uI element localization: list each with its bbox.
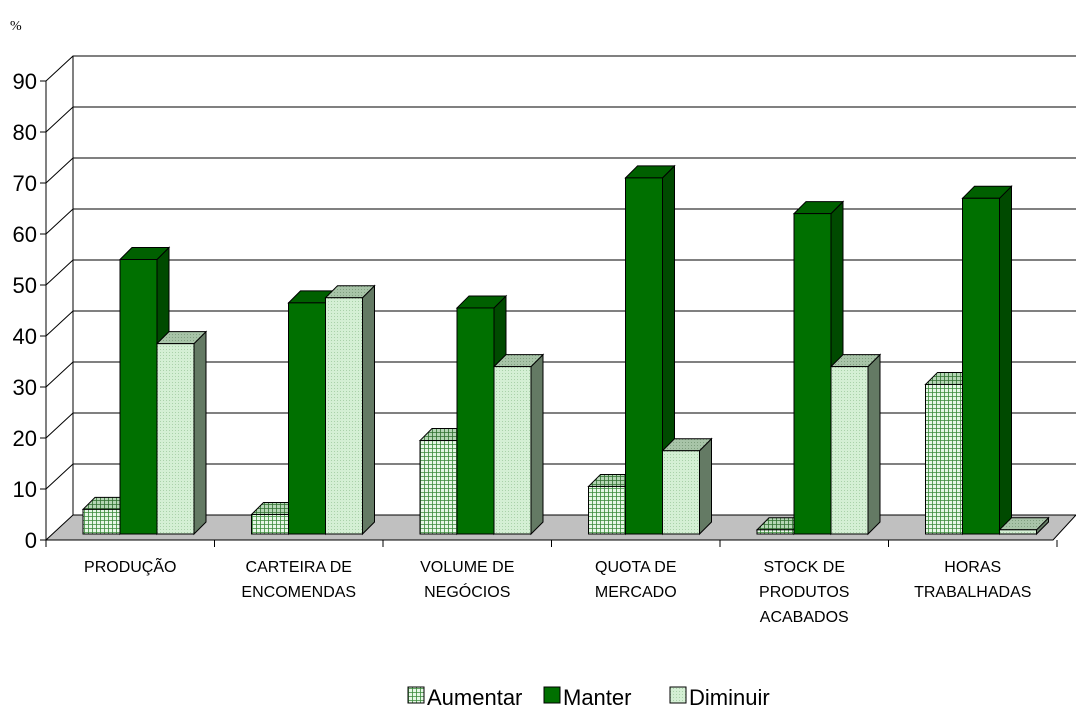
bar-front [494,367,531,534]
category-label: QUOTA DE [595,559,677,576]
category-label: TRABALHADAS [914,584,1031,601]
bar-front [326,298,363,534]
gridline [46,107,1076,132]
bar-side [868,355,880,534]
bar-front [1000,530,1037,534]
category-label: ENCOMENDAS [241,584,356,601]
bar [831,355,880,534]
bar-front [420,441,457,534]
category-label: PRODUÇÃO [84,556,176,576]
value-axis: 0 10 20 30 40 50 60 70 80 90 [13,69,46,553]
y-tick-label: 40 [13,324,37,349]
legend-swatch [670,687,686,703]
gridline [46,209,1076,234]
bar [663,439,712,534]
category-label: VOLUME DE [420,559,514,576]
category-axis: PRODUÇÃO CARTEIRA DE ENCOMENDAS VOLUME DE NE… [46,540,1057,626]
category-label: HORAS [944,559,1001,576]
bar [963,186,1012,534]
bar-front [794,214,831,534]
category-label: MERCADO [595,584,677,601]
legend: Aumentar Manter Diminuir [408,685,770,710]
bar-front [289,303,326,534]
bar-front [157,344,194,534]
y-tick-label: 20 [13,426,37,451]
gridline [46,158,1076,183]
bar-front [457,308,494,534]
bar-side [194,332,206,534]
legend-label: Diminuir [689,685,770,710]
bar-side [1000,186,1012,534]
bar-front [831,367,868,534]
category-label: CARTEIRA DE [246,559,352,576]
bar-side [700,439,712,534]
bar-front [589,486,626,534]
bar-front [757,530,794,534]
legend-label: Aumentar [427,685,522,710]
legend-swatch [544,687,560,703]
y-tick-label: 50 [13,273,37,298]
bar-front [120,260,157,535]
y-tick-label: 60 [13,222,37,247]
y-tick-label: 10 [13,477,37,502]
bars [83,166,1049,534]
bar [326,286,375,534]
category-label: STOCK DE [764,559,846,576]
bar-front [926,384,963,534]
bar-front [963,198,1000,534]
y-tick-label: 90 [13,69,37,94]
legend-item: Manter [544,685,631,710]
legend-swatch [408,687,424,703]
category-label: NEGÓCIOS [424,582,510,601]
bar [494,355,543,534]
legend-item: Aumentar [408,685,522,710]
category-label: ACABADOS [760,609,849,626]
y-tick-label: 70 [13,171,37,196]
bar-front [663,451,700,534]
y-tick-label: 80 [13,120,37,145]
bar-front [83,509,120,534]
category-label: PRODUTOS [759,584,849,601]
legend-item: Diminuir [670,685,770,710]
bar-side [531,355,543,534]
legend-label: Manter [563,685,631,710]
y-tick-label: 0 [25,528,37,553]
unit-label: % [10,19,22,34]
bar [157,332,206,534]
gridline [46,260,1076,285]
bar-front [252,515,289,535]
bar-side [363,286,375,534]
bar-front [626,178,663,534]
gridline [46,56,1076,81]
y-tick-label: 30 [13,375,37,400]
